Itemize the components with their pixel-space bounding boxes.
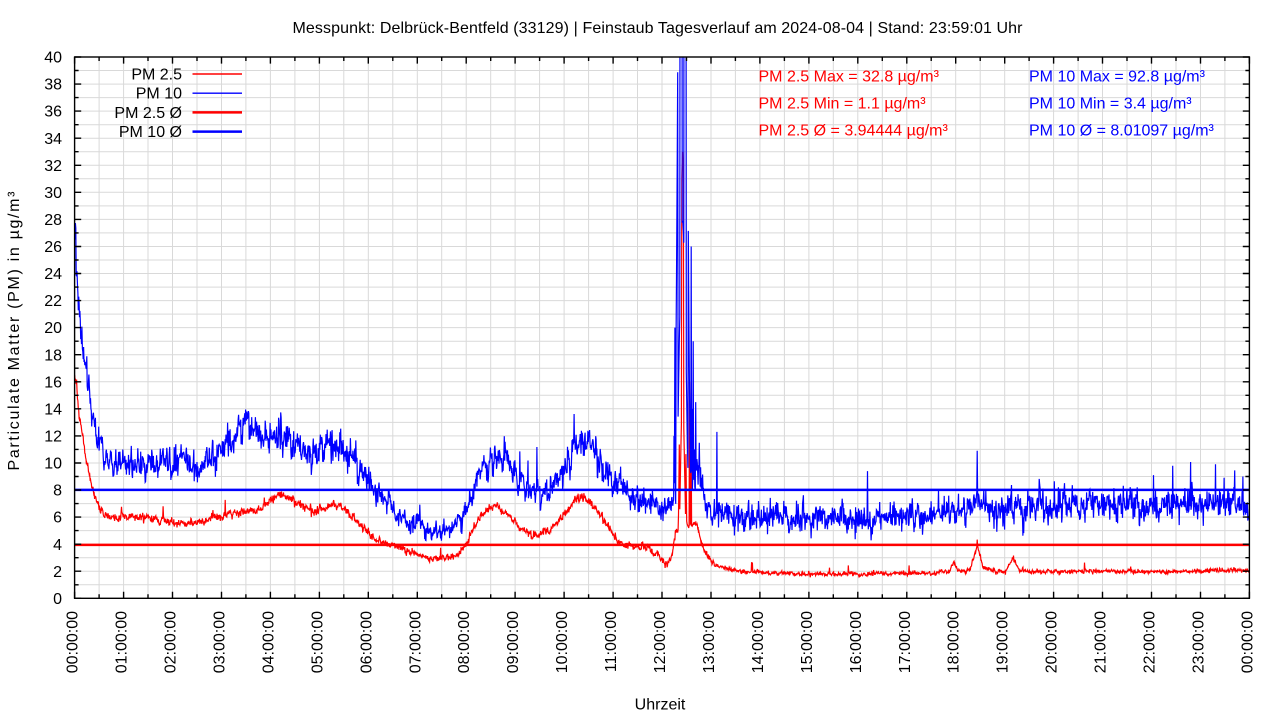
svg-text:09:00:00: 09:00:00 xyxy=(505,611,522,673)
svg-text:6: 6 xyxy=(53,510,62,527)
svg-text:34: 34 xyxy=(44,131,62,148)
svg-text:2: 2 xyxy=(53,564,62,581)
svg-text:22: 22 xyxy=(44,293,62,310)
svg-text:18: 18 xyxy=(44,347,62,364)
svg-text:01:00:00: 01:00:00 xyxy=(114,611,131,673)
svg-text:10: 10 xyxy=(44,456,62,473)
svg-text:21:00:00: 21:00:00 xyxy=(1093,611,1110,673)
svg-text:30: 30 xyxy=(44,185,62,202)
svg-text:26: 26 xyxy=(44,239,62,256)
svg-text:12: 12 xyxy=(44,429,62,446)
svg-text:24: 24 xyxy=(44,266,62,283)
svg-text:13:00:00: 13:00:00 xyxy=(701,611,718,673)
svg-text:11:00:00: 11:00:00 xyxy=(603,611,620,672)
svg-text:36: 36 xyxy=(44,104,62,121)
svg-text:16: 16 xyxy=(44,374,62,391)
svg-text:PM 2.5: PM 2.5 xyxy=(131,67,182,84)
svg-text:07:00:00: 07:00:00 xyxy=(407,611,424,673)
svg-text:PM 2.5 Min = 1.1 µg/m³: PM 2.5 Min = 1.1 µg/m³ xyxy=(759,96,927,113)
svg-text:12:00:00: 12:00:00 xyxy=(652,611,669,673)
svg-text:19:00:00: 19:00:00 xyxy=(995,611,1012,673)
svg-text:0: 0 xyxy=(53,591,62,608)
svg-text:Uhrzeit: Uhrzeit xyxy=(635,697,686,714)
svg-text:20:00:00: 20:00:00 xyxy=(1044,611,1061,673)
svg-text:PM 10 Min = 3.4 µg/m³: PM 10 Min = 3.4 µg/m³ xyxy=(1029,96,1192,113)
svg-text:28: 28 xyxy=(44,212,62,229)
svg-text:PM 2.5 Ø = 3.94444 µg/m³: PM 2.5 Ø = 3.94444 µg/m³ xyxy=(759,123,949,140)
svg-text:20: 20 xyxy=(44,320,62,337)
svg-text:16:00:00: 16:00:00 xyxy=(848,611,865,673)
svg-text:PM 10 Ø = 8.01097 µg/m³: PM 10 Ø = 8.01097 µg/m³ xyxy=(1029,123,1215,140)
svg-text:4: 4 xyxy=(53,537,62,554)
svg-text:PM 2.5 Max = 32.8 µg/m³: PM 2.5 Max = 32.8 µg/m³ xyxy=(759,69,940,86)
svg-text:00:00:00: 00:00:00 xyxy=(1239,611,1256,673)
svg-text:40: 40 xyxy=(44,50,62,67)
svg-text:14:00:00: 14:00:00 xyxy=(750,611,767,673)
svg-text:15:00:00: 15:00:00 xyxy=(799,611,816,673)
svg-text:14: 14 xyxy=(44,401,62,418)
svg-text:17:00:00: 17:00:00 xyxy=(897,611,914,673)
svg-text:00:00:00: 00:00:00 xyxy=(65,611,82,673)
svg-text:18:00:00: 18:00:00 xyxy=(946,611,963,673)
svg-text:10:00:00: 10:00:00 xyxy=(554,611,571,673)
svg-text:06:00:00: 06:00:00 xyxy=(358,611,375,673)
svg-text:Messpunkt: Delbrück-Bentfeld (: Messpunkt: Delbrück-Bentfeld (33129) | F… xyxy=(293,20,1024,37)
svg-text:32: 32 xyxy=(44,158,62,175)
svg-text:Particulate Matter (PM) in µg/: Particulate Matter (PM) in µg/m³ xyxy=(6,191,23,471)
svg-text:02:00:00: 02:00:00 xyxy=(163,611,180,673)
svg-text:04:00:00: 04:00:00 xyxy=(260,611,277,673)
svg-text:08:00:00: 08:00:00 xyxy=(456,611,473,673)
svg-text:PM 10: PM 10 xyxy=(136,86,182,103)
svg-text:38: 38 xyxy=(44,77,62,94)
svg-text:23:00:00: 23:00:00 xyxy=(1191,611,1208,673)
svg-text:PM 10 Max = 92.8 µg/m³: PM 10 Max = 92.8 µg/m³ xyxy=(1029,69,1206,86)
svg-text:05:00:00: 05:00:00 xyxy=(309,611,326,673)
svg-text:03:00:00: 03:00:00 xyxy=(212,611,229,673)
svg-text:PM 10 Ø: PM 10 Ø xyxy=(119,124,182,141)
svg-text:22:00:00: 22:00:00 xyxy=(1142,611,1159,673)
svg-text:8: 8 xyxy=(53,483,62,500)
svg-text:PM 2.5 Ø: PM 2.5 Ø xyxy=(114,105,182,122)
